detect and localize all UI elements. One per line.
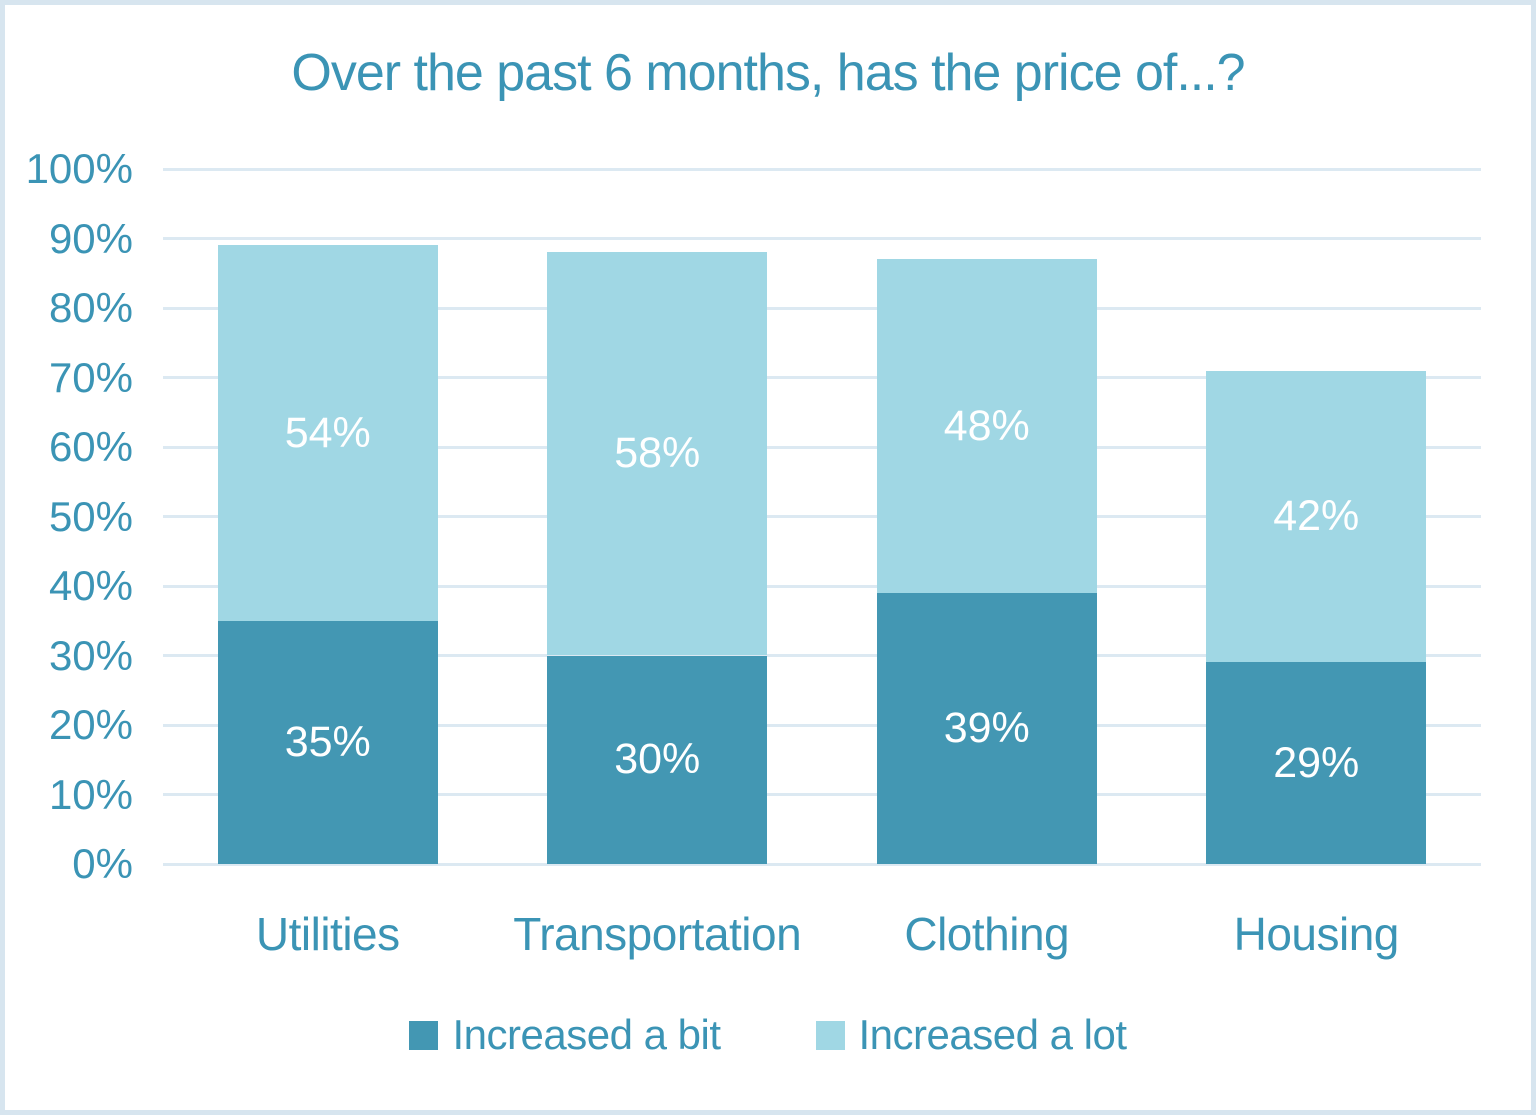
gridline bbox=[163, 793, 1481, 796]
bar-segment-utilities-increased-a-bit: 35% bbox=[217, 620, 438, 864]
data-label: 48% bbox=[943, 401, 1030, 450]
legend-label: Increased a lot bbox=[858, 1011, 1128, 1058]
data-label: 58% bbox=[614, 429, 701, 478]
y-axis-tick-label: 90% bbox=[48, 214, 133, 262]
gridline bbox=[163, 862, 1481, 866]
data-label: 42% bbox=[1273, 491, 1360, 540]
gridline bbox=[163, 723, 1481, 727]
bar-segment-clothing-increased-a-bit: 39% bbox=[876, 592, 1097, 864]
gridline bbox=[163, 654, 1481, 657]
y-axis-tick-label: 70% bbox=[48, 353, 133, 401]
y-axis-tick-label: 0% bbox=[72, 840, 133, 887]
data-label: 29% bbox=[1273, 738, 1360, 787]
y-axis-tick-label: 20% bbox=[48, 701, 133, 748]
bar-segment-housing-increased-a-bit: 29% bbox=[1206, 662, 1427, 864]
gridline bbox=[163, 306, 1481, 310]
bar-segment-housing-increased-a-lot: 42% bbox=[1206, 370, 1427, 663]
bar-segment-utilities-increased-a-lot: 54% bbox=[217, 245, 438, 621]
data-label: 35% bbox=[284, 717, 371, 766]
gridline bbox=[163, 376, 1481, 379]
data-label: 30% bbox=[614, 735, 701, 784]
bar-segment-transportation-increased-a-bit: 30% bbox=[547, 655, 768, 864]
x-axis-category-label: Transportation bbox=[513, 908, 802, 960]
data-label: 54% bbox=[284, 408, 371, 457]
legend-item-increased-a-bit: Increased a bit bbox=[409, 1011, 721, 1059]
gridline bbox=[163, 445, 1481, 449]
y-axis-tick-label: 10% bbox=[48, 770, 133, 818]
y-axis-tick-label: 40% bbox=[48, 562, 133, 609]
legend-label: Increased a bit bbox=[452, 1011, 721, 1058]
bar-segment-clothing-increased-a-lot: 48% bbox=[876, 259, 1097, 593]
y-axis-tick-label: 50% bbox=[48, 492, 133, 540]
x-axis-category-label: Clothing bbox=[904, 908, 1070, 960]
y-axis-tick-label: 80% bbox=[48, 284, 133, 331]
y-axis-tick-label: 100% bbox=[25, 145, 133, 192]
legend-swatch-icon bbox=[409, 1020, 439, 1050]
gridline bbox=[163, 167, 1481, 171]
gridline bbox=[163, 237, 1481, 240]
x-axis-category-label: Housing bbox=[1233, 908, 1400, 960]
legend-swatch-icon bbox=[815, 1020, 845, 1050]
x-axis-category-label: Utilities bbox=[255, 908, 400, 960]
legend: Increased a bit Increased a lot bbox=[5, 1011, 1531, 1059]
y-axis-tick-label: 30% bbox=[48, 631, 133, 679]
chart-title: Over the past 6 months, has the price of… bbox=[291, 44, 1245, 102]
y-axis-tick-label: 60% bbox=[48, 423, 133, 470]
data-label: 39% bbox=[943, 703, 1030, 752]
bar-segment-transportation-increased-a-lot: 58% bbox=[547, 252, 768, 656]
gridline bbox=[163, 584, 1481, 588]
legend-item-increased-a-lot: Increased a lot bbox=[815, 1011, 1128, 1059]
gridline bbox=[163, 515, 1481, 518]
